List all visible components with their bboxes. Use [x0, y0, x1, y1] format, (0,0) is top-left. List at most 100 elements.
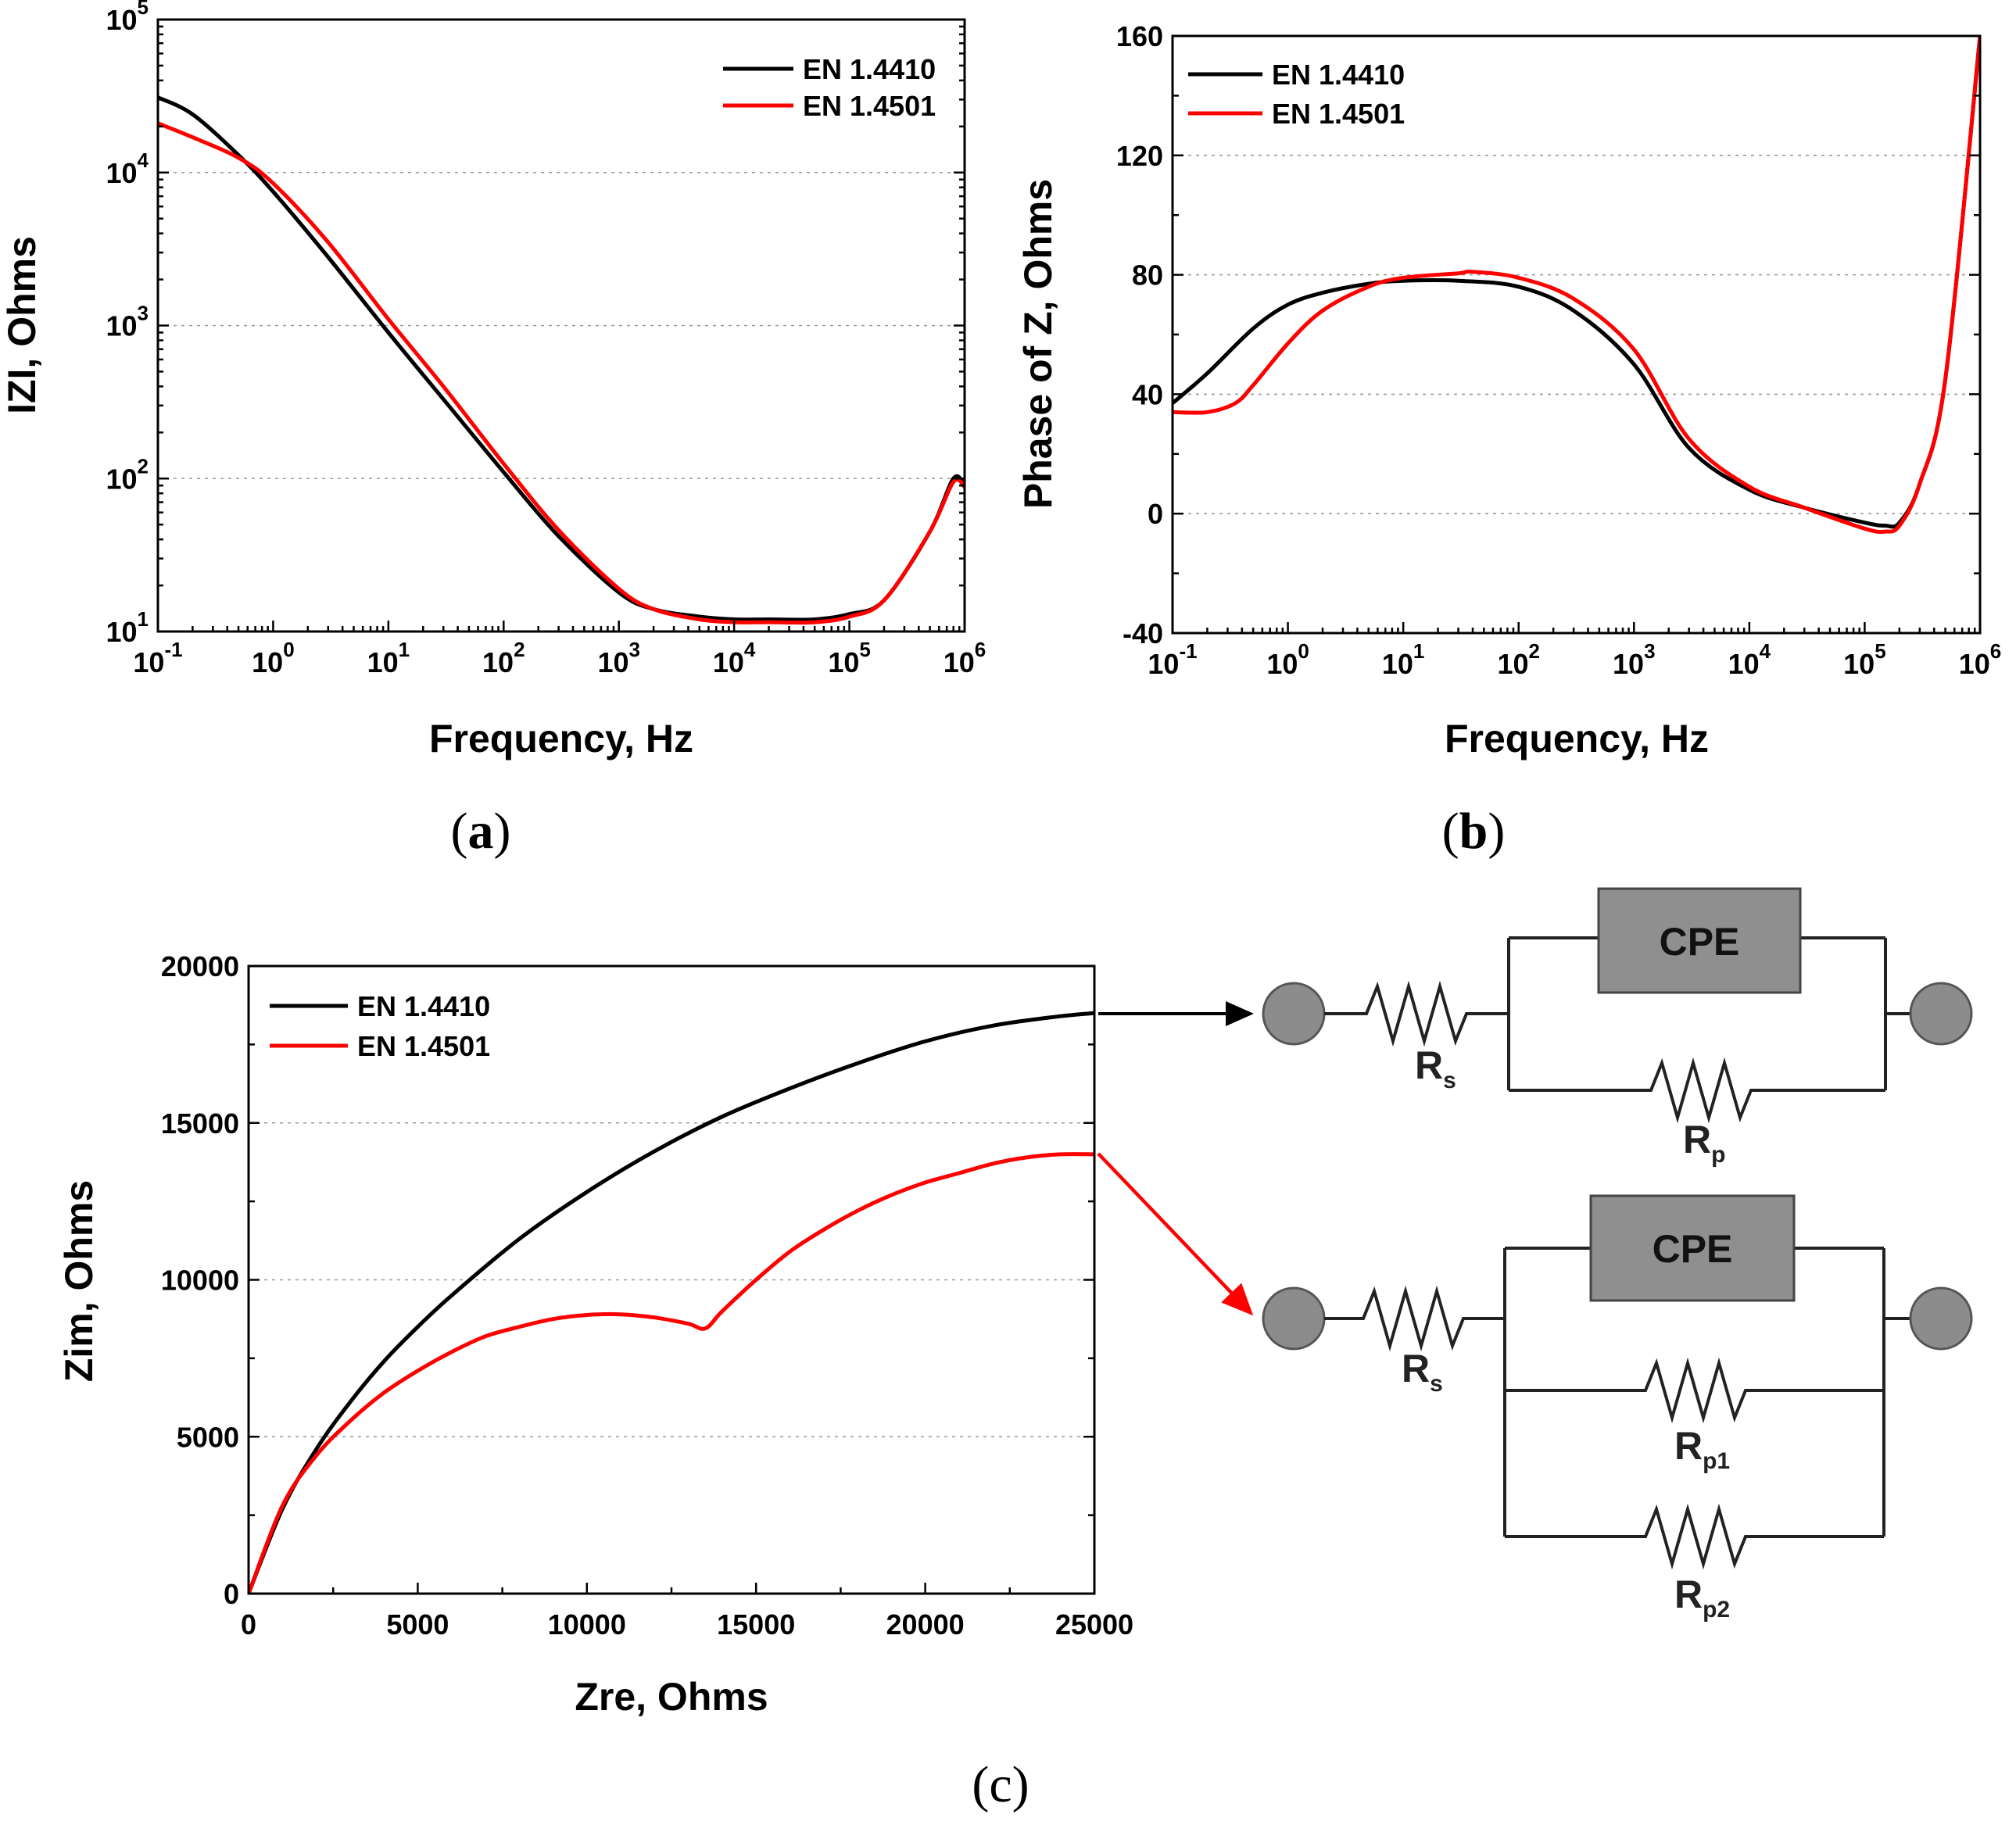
- x-tick-label: 5000: [386, 1608, 449, 1641]
- x-tick-label: 105: [1843, 639, 1886, 680]
- y-axis-title: IZI, Ohms: [0, 236, 44, 414]
- x-tick-label: 103: [1613, 639, 1656, 680]
- tick-base: 10: [106, 310, 137, 342]
- tick-exp: 4: [744, 638, 756, 661]
- x-tick-label: 103: [597, 638, 640, 678]
- x-tick-label: 104: [1728, 639, 1771, 680]
- legend-label: EN 1.4501: [1272, 98, 1405, 130]
- y-axis-title: Zim, Ohms: [57, 1180, 101, 1382]
- x-tick-label: 0: [241, 1608, 256, 1641]
- terminal-node-left: [1262, 1286, 1326, 1351]
- panel-label-a: (a): [451, 803, 511, 860]
- tick-base: 10: [252, 646, 283, 678]
- x-tick-label: 10-1: [1148, 639, 1197, 680]
- tick-exp: 5: [138, 0, 149, 19]
- cpe-element: [1589, 1194, 1796, 1302]
- resistor-rp2: [1505, 1503, 1884, 1570]
- x-tick-label: 102: [1497, 639, 1540, 680]
- y-tick-label: 40: [1132, 378, 1163, 410]
- x-axis-title: Frequency, Hz: [429, 717, 693, 760]
- x-tick-label: 101: [367, 638, 410, 678]
- tick-base: 10: [106, 4, 137, 36]
- tick-base: 10: [828, 646, 859, 678]
- arrow-to-bottom-circuit: [1097, 1152, 1254, 1316]
- x-tick-label: 10-1: [133, 638, 182, 678]
- tick-exp: 6: [975, 638, 986, 661]
- y-tick-label: 20000: [161, 950, 239, 982]
- tick-base: 10: [1959, 648, 1990, 680]
- x-tick-label: 20000: [886, 1608, 965, 1641]
- tick-exp: 4: [1760, 639, 1771, 663]
- x-axis-title: Frequency, Hz: [1445, 717, 1709, 760]
- terminal-node-right: [1909, 1286, 1973, 1351]
- tick-base: 10: [597, 646, 628, 678]
- x-tick-label: 105: [828, 638, 871, 678]
- cpe-label: CPE: [1660, 920, 1740, 964]
- terminal-node-right: [1909, 982, 1973, 1046]
- tick-base: 10: [1497, 648, 1528, 680]
- chart-c-nyquist: 0 5000 10000 15000 20000 25000 0 5000 10000 15000…: [57, 950, 1133, 1719]
- label-rs: Rs: [1402, 1347, 1443, 1397]
- tick-base: 10: [1266, 648, 1298, 680]
- tick-base: 10: [1382, 648, 1413, 680]
- tick-exp: 0: [1298, 639, 1309, 663]
- tick-exp: 3: [138, 302, 149, 325]
- x-tick-label: 102: [482, 638, 525, 678]
- series-line-en-1-4410: [158, 95, 965, 622]
- terminal-node-left: [1262, 982, 1326, 1046]
- tick-base: 10: [1148, 648, 1179, 680]
- y-tick-label: 105: [106, 0, 149, 36]
- tick-base: 10: [106, 463, 137, 495]
- x-tick-label: 10000: [548, 1608, 626, 1641]
- tick-exp: 0: [283, 638, 294, 661]
- label-rp2: Rp2: [1674, 1573, 1730, 1623]
- tick-exp: 5: [859, 638, 870, 661]
- y-tick-label: 160: [1116, 20, 1163, 52]
- tick-base: 10: [367, 646, 399, 678]
- y-axis-title: Phase of Z, Ohms: [1016, 179, 1060, 509]
- wire: [1884, 938, 1910, 1090]
- circuit-bottom: CPE Rs Rp1 Rp2: [1262, 1194, 1973, 1623]
- y-tick-label: 103: [106, 302, 149, 342]
- x-tick-label: 104: [713, 638, 756, 678]
- x-tick-label: 106: [1959, 639, 2002, 680]
- tick-exp: 2: [138, 454, 149, 478]
- label-rp: Rp: [1683, 1118, 1725, 1168]
- resistor-rs: [1324, 1285, 1505, 1352]
- series-line-en-1-4501: [249, 1152, 1094, 1594]
- tick-base: 10: [106, 616, 137, 648]
- tick-base: 10: [713, 646, 744, 678]
- panel-label-c: (c): [972, 1756, 1029, 1813]
- tick-exp: 1: [1413, 639, 1424, 663]
- y-tick-label: 101: [106, 607, 149, 648]
- tick-exp: -1: [164, 638, 182, 661]
- tick-exp: 4: [138, 148, 149, 172]
- panel-label-b: (b): [1442, 803, 1506, 860]
- cpe-label: CPE: [1653, 1227, 1733, 1271]
- y-tick-label: 102: [106, 454, 149, 495]
- y-tick-label: 120: [1116, 140, 1163, 172]
- x-tick-label: 100: [252, 638, 295, 678]
- tick-exp: 1: [399, 638, 410, 661]
- tick-base: 10: [944, 646, 975, 678]
- tick-base: 10: [1728, 648, 1760, 680]
- tick-exp: 2: [1529, 639, 1540, 663]
- x-axis-title: Zre, Ohms: [575, 1675, 768, 1719]
- resistor-rs: [1324, 980, 1509, 1047]
- legend-label: EN 1.4410: [357, 990, 490, 1022]
- y-tick-label: 10000: [161, 1265, 239, 1297]
- chart-b-phase: 10-1 100 101 102 103 104 105 106-4004080120160F…: [1016, 20, 2001, 760]
- tick-base: 10: [106, 157, 137, 189]
- y-tick-label: 0: [1148, 498, 1163, 530]
- tick-exp: 1: [138, 607, 149, 631]
- label-rs: Rs: [1415, 1043, 1456, 1093]
- cpe-element: [1597, 887, 1802, 994]
- tick-exp: 3: [629, 638, 640, 661]
- tick-base: 10: [1843, 648, 1875, 680]
- wire: [1882, 1248, 1910, 1537]
- y-tick-label: 104: [106, 148, 149, 189]
- series-line-en-1-4501: [158, 121, 965, 625]
- tick-exp: 2: [514, 638, 525, 661]
- x-tick-label: 101: [1382, 639, 1425, 680]
